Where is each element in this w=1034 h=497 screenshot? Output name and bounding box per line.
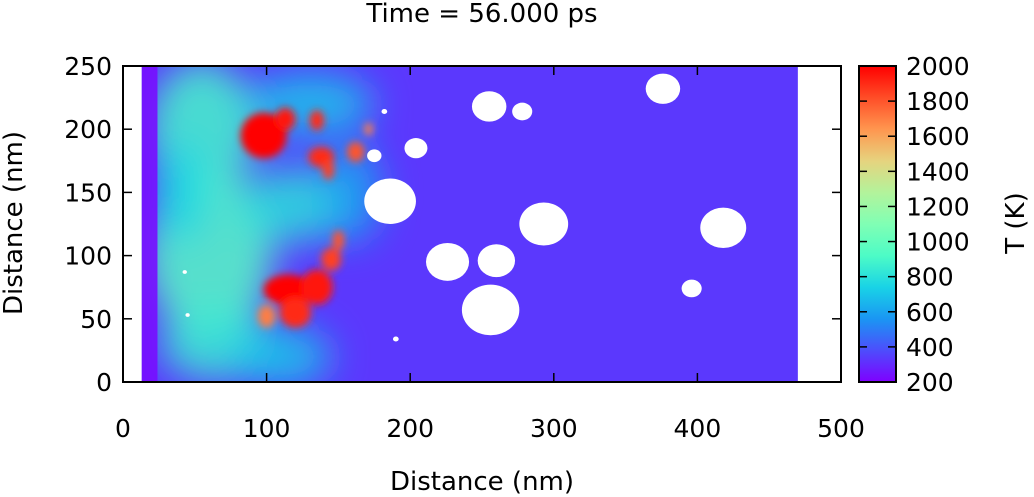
void — [367, 149, 382, 163]
x-axis-title: Distance (nm) — [390, 467, 574, 497]
x-tick-label: 500 — [817, 414, 865, 443]
x-tick-label: 100 — [243, 414, 291, 443]
void — [681, 279, 702, 298]
colorbar-title: T (K) — [1001, 192, 1031, 254]
x-tick-label: 0 — [115, 414, 131, 443]
warm-region — [230, 325, 332, 382]
plot-frame — [122, 65, 842, 383]
temperature-field — [141, 66, 798, 382]
x-tick-label: 300 — [530, 414, 578, 443]
y-tick-label: 250 — [64, 52, 112, 81]
colorbar-tick-label: 400 — [906, 333, 954, 362]
colorbar-tick-label: 600 — [906, 298, 954, 327]
colorbar-tick-label: 2000 — [906, 52, 970, 81]
colorbar-frame — [858, 65, 897, 383]
cool-edge-band — [141, 66, 158, 382]
void — [182, 270, 187, 274]
x-tick-label: 400 — [674, 414, 722, 443]
hot-region — [332, 230, 345, 251]
warm-region — [324, 141, 382, 243]
colorbar-tick-label: 1400 — [906, 157, 970, 186]
y-tick-label: 100 — [64, 242, 112, 271]
y-tick-label: 50 — [80, 305, 112, 334]
colorbar-tick-label: 1800 — [906, 87, 970, 116]
void — [185, 313, 190, 317]
hot-region — [257, 304, 276, 328]
y-tick-label: 200 — [64, 115, 112, 144]
hot-region — [347, 141, 365, 163]
warm-region — [237, 167, 353, 243]
hot-region — [321, 248, 342, 271]
hot-region — [263, 274, 313, 305]
y-tick-label: 150 — [64, 178, 112, 207]
void — [461, 284, 520, 336]
colorbar-tick-label: 1600 — [906, 122, 970, 151]
chart-title: Time = 56.000 ps — [365, 0, 597, 29]
void — [477, 244, 516, 278]
void — [512, 102, 533, 121]
hot-region — [364, 122, 373, 136]
void — [519, 202, 569, 246]
hot-region — [322, 159, 335, 180]
x-tick-label: 200 — [386, 414, 434, 443]
colorbar-tick-label: 1000 — [906, 228, 970, 257]
void — [404, 138, 428, 159]
hot-region — [279, 297, 312, 328]
void — [645, 73, 681, 104]
hot-region — [301, 269, 333, 305]
void — [425, 242, 470, 281]
colorbar-tick-label: 200 — [906, 368, 954, 397]
void — [392, 336, 399, 342]
void — [381, 108, 388, 115]
colorbar-tick-label: 1200 — [906, 192, 970, 221]
warm-region — [151, 141, 210, 243]
void — [700, 207, 747, 249]
y-tick-label: 0 — [96, 368, 112, 397]
colorbar — [859, 66, 896, 382]
hot-region — [275, 107, 296, 131]
y-axis-title: Distance (nm) — [0, 131, 29, 315]
void — [364, 178, 416, 224]
hot-region — [240, 112, 287, 159]
colorbar-tick-label: 800 — [906, 263, 954, 292]
void — [471, 91, 507, 122]
hot-region — [309, 110, 325, 131]
